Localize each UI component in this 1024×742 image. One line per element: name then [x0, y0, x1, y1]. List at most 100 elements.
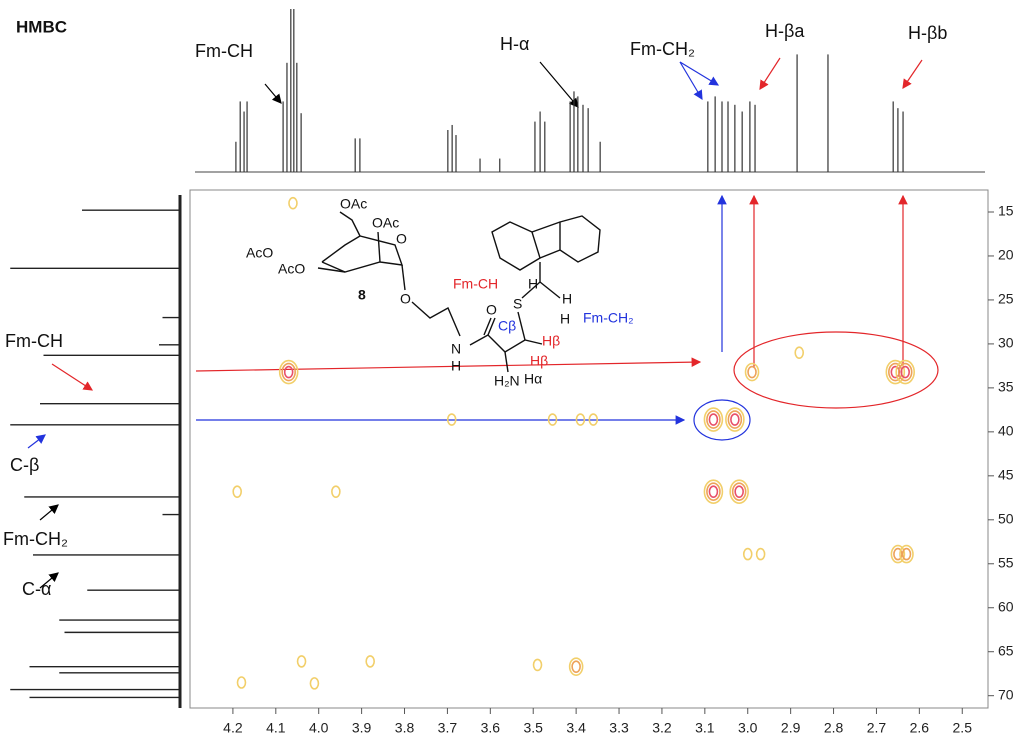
contour-ring: [727, 410, 743, 429]
annotation: C-β: [10, 455, 39, 475]
structure-label: O: [486, 302, 497, 318]
annotation: H-βa: [765, 21, 805, 41]
structure-label: Cβ: [498, 318, 516, 334]
cross-peak: [899, 544, 914, 564]
structure-label: Hβ: [542, 333, 560, 349]
x-tick-label: 3.8: [395, 720, 415, 736]
cross-peak: [288, 196, 298, 210]
contour-ring: [288, 196, 298, 210]
contour-ring: [734, 485, 744, 498]
x-tick-label: 2.7: [867, 720, 887, 736]
structure-label: H: [451, 358, 461, 374]
arrows: [27, 57, 939, 589]
contour-ring: [236, 676, 247, 689]
chart-title: HMBC: [16, 17, 67, 36]
structure-label: H: [528, 276, 538, 292]
contour-ring: [755, 547, 766, 561]
cross-peak: [296, 655, 307, 668]
contour-ring: [446, 413, 457, 426]
y-tick-label: 45: [998, 467, 1014, 483]
cross-peak: [703, 479, 724, 504]
y-tick-label: 20: [998, 247, 1014, 263]
structure-bonds: [317, 211, 601, 373]
x-tick-label: 3.2: [652, 720, 672, 736]
cross-peak: [309, 677, 320, 690]
contour-ring: [532, 658, 543, 672]
cross-peak: [278, 359, 299, 385]
contour-ring: [901, 547, 912, 561]
cross-peak: [446, 413, 457, 426]
contour-ring: [729, 479, 749, 504]
structure-label: AcO: [278, 261, 305, 277]
x-tick-label: 3.9: [352, 720, 372, 736]
x-tick-label: 3.4: [566, 720, 586, 736]
y-tick-label: 55: [998, 554, 1014, 570]
structure-label: S: [513, 296, 522, 312]
cross-peak: [365, 655, 375, 668]
annotation: C-α: [22, 579, 51, 599]
contour-ring: [742, 547, 753, 561]
contour-ring: [278, 359, 299, 385]
cross-peak: [895, 359, 915, 385]
contour-ring: [708, 485, 719, 498]
x-tick-label: 3.6: [481, 720, 501, 736]
contour-ring: [731, 482, 747, 501]
structure-label: H: [562, 291, 572, 307]
contour-ring: [568, 657, 584, 676]
cross-peak: [547, 413, 558, 426]
cross-peak: [532, 658, 543, 672]
cross-peak: [703, 407, 724, 432]
cross-peak: [742, 547, 753, 561]
contour-ring: [232, 485, 242, 498]
structure-label: OAc: [340, 196, 367, 212]
structure-label: Hα: [524, 371, 542, 387]
x-tick-label: 2.5: [953, 720, 973, 736]
structure-label: Hβ: [530, 353, 548, 369]
cross-peak: [755, 547, 766, 561]
cross-peak: [794, 346, 805, 359]
x-tick-label: 3.3: [609, 720, 629, 736]
contour-ring: [588, 413, 599, 426]
structure-label: Fm-CH₂: [583, 310, 634, 326]
annotation: Fm-CH₂: [3, 529, 68, 549]
contour-ring: [900, 365, 910, 379]
contour-ring: [744, 362, 760, 382]
y-tick-label: 25: [998, 291, 1014, 307]
contour-ring: [703, 407, 724, 432]
structure-label: O: [396, 231, 407, 247]
x-tick-label: 2.8: [824, 720, 844, 736]
y-tick-label: 15: [998, 203, 1014, 219]
cross-peak: [232, 485, 242, 498]
contour-ring: [725, 407, 745, 432]
y-tick-label: 65: [998, 642, 1014, 658]
cross-peak: [744, 362, 760, 382]
cross-peak: [725, 407, 745, 432]
contour-ring: [895, 359, 915, 385]
structure-label: AcO: [246, 245, 273, 261]
contour-ring: [708, 413, 719, 426]
annotation: Fm-CH₂: [630, 39, 695, 59]
x-tick-label: 3.5: [523, 720, 543, 736]
structure-label: N: [451, 341, 461, 357]
contour-ring: [365, 655, 375, 668]
contour-ring: [281, 362, 296, 382]
contour-ring: [885, 359, 906, 385]
y-tick-label: 60: [998, 598, 1014, 614]
structure-label: OAc: [372, 215, 399, 231]
y-tick-label: 70: [998, 686, 1014, 702]
annotation: H-α: [500, 34, 529, 54]
cross-peak: [331, 485, 341, 498]
contour-ring: [296, 655, 307, 668]
contour-ring: [747, 365, 757, 379]
contour-ring: [706, 482, 721, 501]
x-tick-label: 4.0: [309, 720, 329, 736]
x-tick-label: 3.1: [695, 720, 715, 736]
x-tick-label: 2.6: [910, 720, 930, 736]
structure-label: H: [560, 311, 570, 327]
cross-peak: [729, 479, 749, 504]
contour-ring: [897, 362, 913, 382]
contour-ring: [890, 544, 906, 564]
x-tick-label: 3.7: [438, 720, 458, 736]
contour-ring: [899, 544, 914, 564]
cross-peak: [568, 657, 584, 676]
